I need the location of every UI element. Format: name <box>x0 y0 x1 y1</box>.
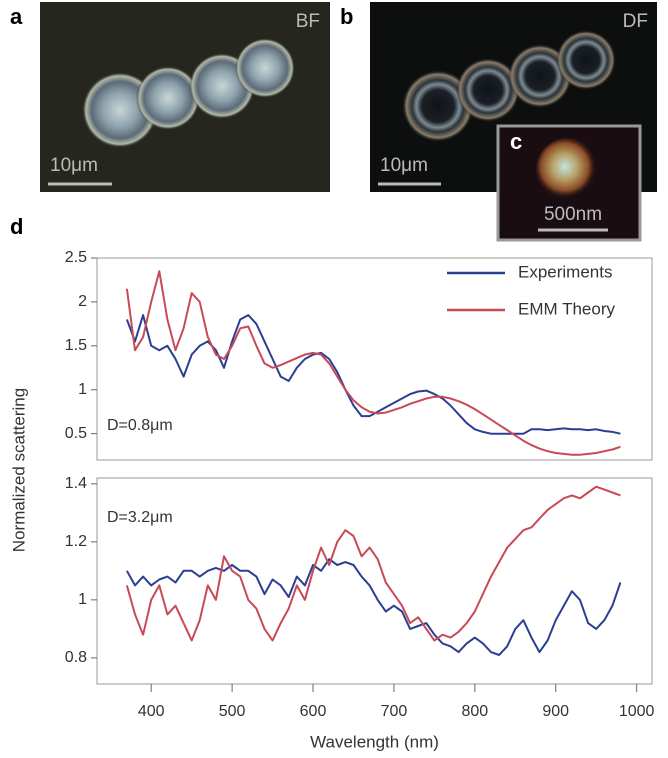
plot-frame <box>96 257 653 461</box>
particle <box>536 138 600 202</box>
y-tick-label: 2.5 <box>65 249 87 266</box>
scale-label: 500nm <box>544 204 602 225</box>
plot-frame <box>96 477 653 685</box>
series-line <box>125 270 621 456</box>
y-tick-label: 1.5 <box>65 337 87 354</box>
x-tick-label: 900 <box>542 703 569 720</box>
y-axis-label: Normalized scattering <box>9 388 28 552</box>
x-tick-label: 600 <box>300 703 327 720</box>
series-line <box>126 558 622 656</box>
y-tick-label: 0.5 <box>65 425 87 442</box>
image-mode: BF <box>296 11 320 32</box>
scale-label: 10μm <box>380 155 428 176</box>
panel-label: d <box>10 214 23 239</box>
x-tick-label: 500 <box>219 703 246 720</box>
x-tick-label: 400 <box>138 703 165 720</box>
particles <box>82 38 295 148</box>
annotation: D=3.2μm <box>107 509 173 526</box>
legend-label: EMM Theory <box>518 299 615 318</box>
series-line <box>125 314 621 435</box>
x-tick-label: 700 <box>381 703 408 720</box>
y-tick-label: 1.2 <box>65 533 87 550</box>
particles <box>402 30 616 142</box>
series-line <box>125 485 621 642</box>
legend-label: Experiments <box>518 262 612 281</box>
x-axis-label: Wavelength (nm) <box>310 732 439 751</box>
x-tick-label: 800 <box>461 703 488 720</box>
annotation: D=0.8μm <box>107 417 173 434</box>
scale-label: 10μm <box>50 155 98 176</box>
y-tick-label: 2 <box>78 293 87 310</box>
x-tick-label: 1000 <box>619 703 655 720</box>
y-tick-label: 1 <box>78 381 87 398</box>
y-tick-label: 0.8 <box>65 649 87 666</box>
panel-label: a <box>10 4 23 29</box>
panel-label: b <box>340 4 353 29</box>
panel-label: c <box>510 129 522 154</box>
y-tick-label: 1 <box>78 591 87 608</box>
y-tick-label: 1.4 <box>65 475 87 492</box>
image-mode: DF <box>623 11 648 32</box>
